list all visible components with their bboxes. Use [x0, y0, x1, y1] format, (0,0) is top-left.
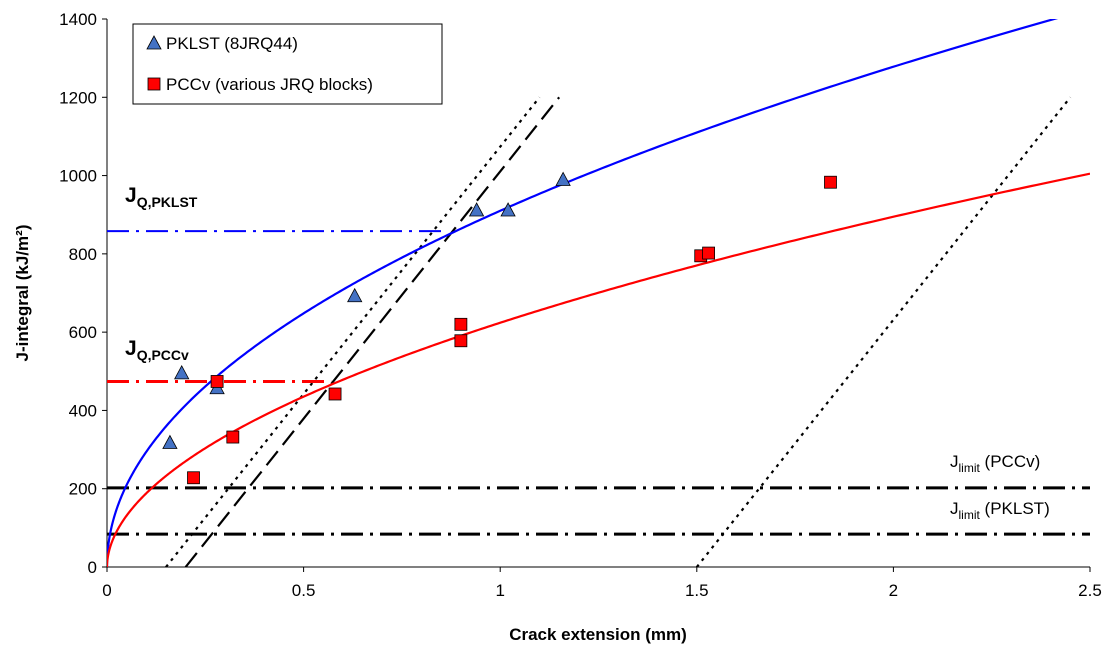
- x-tick-label: 2: [889, 581, 898, 600]
- pccv-data-point: [187, 471, 200, 485]
- blunting-offset-line-dashed: [184, 96, 561, 568]
- x-axis-title: Crack extension (mm): [509, 625, 687, 644]
- annotations: JQ,PKLST JQ,PCCv Jlimit (PCCv) Jlimit (PKLS…: [125, 184, 1050, 522]
- y-tick-label: 1400: [59, 10, 97, 29]
- x-tick-label: 0: [102, 581, 111, 600]
- pklst-data-point: [468, 202, 485, 217]
- x-tick-label: 0.5: [292, 581, 316, 600]
- legend-triangle-marker: [146, 35, 162, 50]
- legend-square-marker: [147, 77, 161, 91]
- j-limit-pklst-label: Jlimit (PKLST): [950, 499, 1050, 522]
- pccv-data-point: [454, 317, 468, 331]
- y-tick-label: 800: [69, 245, 97, 264]
- jq-pklst-label: JQ,PKLST: [125, 184, 198, 210]
- x-tick-label: 1.5: [685, 581, 709, 600]
- data-markers: [162, 171, 837, 485]
- power-law-fit-curve: [107, 19, 1059, 567]
- y-tick-label: 600: [69, 323, 97, 342]
- legend-label-pccv: PCCv (various JRQ blocks): [166, 75, 373, 94]
- y-tick-label: 0: [88, 558, 97, 577]
- pklst-data-point: [500, 202, 516, 217]
- pklst-data-point: [555, 171, 571, 186]
- x-tick-label: 2.5: [1078, 581, 1102, 600]
- power-law-fit-curve: [107, 172, 1090, 567]
- fit-curves: [107, 19, 1090, 567]
- pklst-data-point: [347, 287, 363, 303]
- axes: 0 200 400 600 800 1000 1200 1400 0 0.5 1 1.5 2 2.5: [59, 10, 1102, 600]
- pklst-data-point: [174, 365, 190, 380]
- pccv-data-point: [824, 175, 837, 189]
- j-limit-pccv-label: Jlimit (PCCv): [950, 452, 1040, 475]
- pccv-data-point: [702, 246, 715, 260]
- pccv-data-point: [226, 430, 240, 444]
- pklst-data-point: [162, 434, 178, 449]
- pccv-data-point: [210, 375, 224, 388]
- y-tick-label: 200: [69, 480, 97, 499]
- pccv-data-point: [454, 334, 468, 348]
- pccv-data-point: [328, 387, 342, 401]
- jq-pccv-label: JQ,PCCv: [125, 337, 189, 363]
- x-tick-label: 1: [495, 581, 504, 600]
- y-tick-label: 1200: [59, 88, 97, 107]
- reference-lines: [107, 96, 1090, 568]
- y-tick-label: 400: [69, 401, 97, 420]
- legend: PKLST (8JRQ44) PCCv (various JRQ blocks): [132, 23, 443, 105]
- y-tick-label: 1000: [59, 167, 97, 186]
- legend-box: [132, 23, 443, 105]
- legend-label-pklst: PKLST (8JRQ44): [166, 34, 298, 53]
- y-axis-title: J-integral (kJ/m²): [13, 225, 32, 362]
